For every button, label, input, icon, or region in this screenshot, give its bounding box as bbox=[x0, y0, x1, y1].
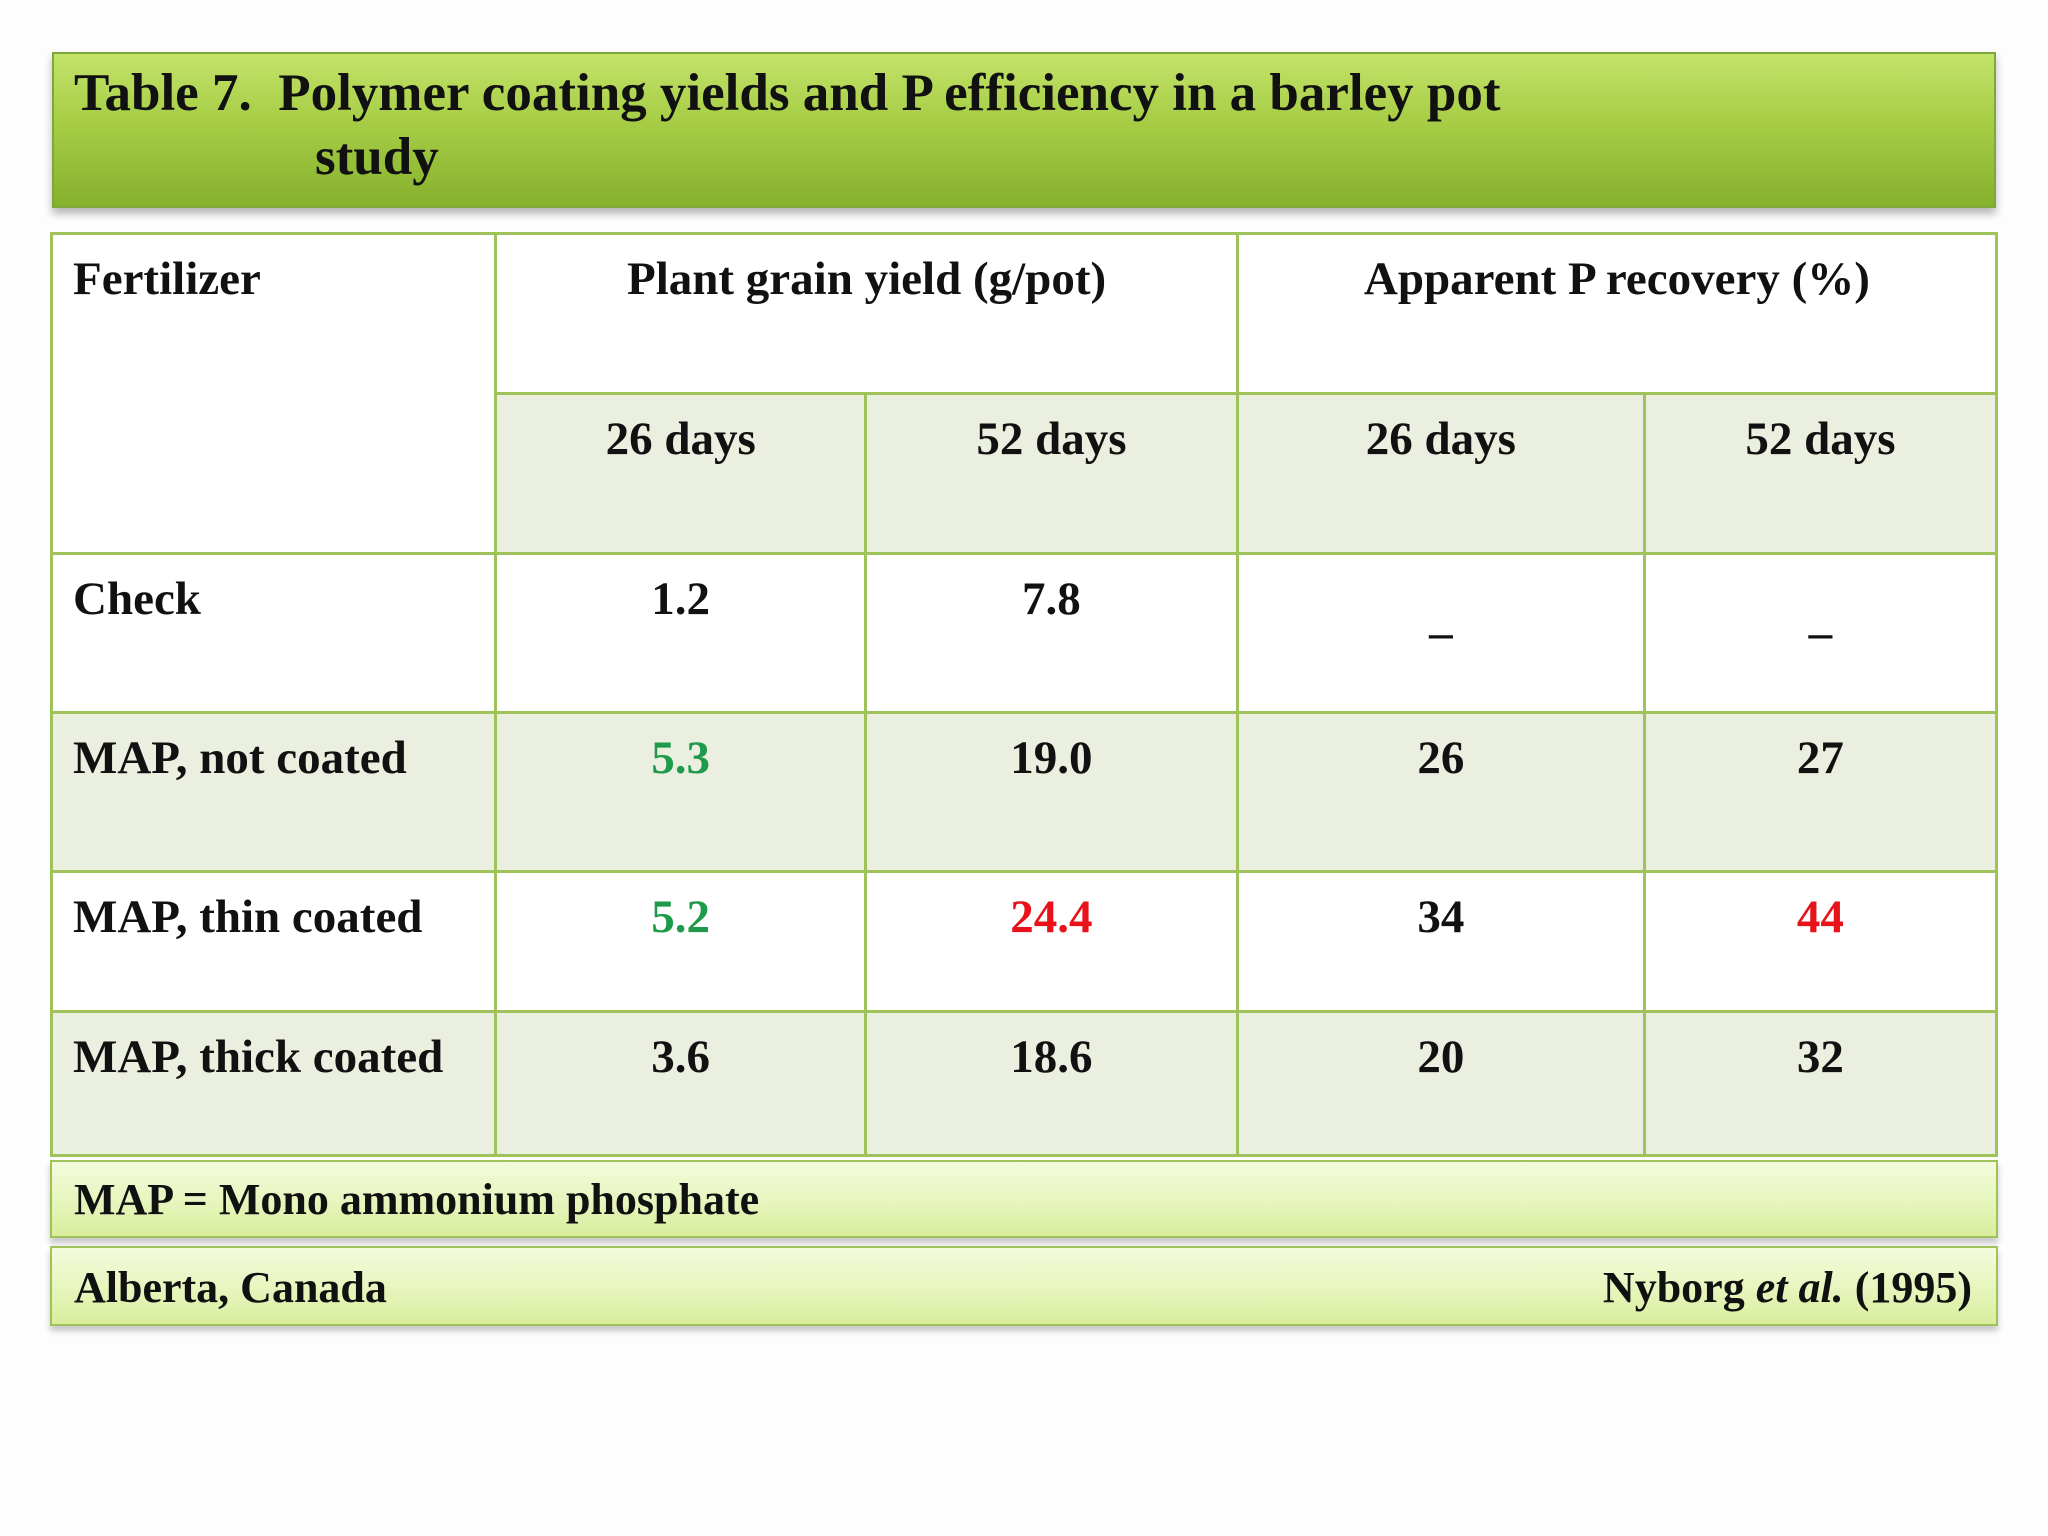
results-table: Fertilizer Plant grain yield (g/pot) App… bbox=[49, 232, 1999, 1157]
cell-thin-recovery-52: 44 bbox=[1642, 870, 1999, 1013]
cell-thin-yield-52: 24.4 bbox=[864, 870, 1239, 1013]
table-row-map-not-coated: MAP, not coated 5.3 19.0 26 27 bbox=[49, 711, 1999, 873]
location-label: Alberta, Canada bbox=[74, 1263, 387, 1312]
cell-check-recovery-26: _ bbox=[1235, 552, 1646, 714]
header-fertilizer: Fertilizer bbox=[49, 232, 498, 555]
cell-not-coated-recovery-52: 27 bbox=[1642, 711, 1999, 873]
source-footer: Alberta, Canada Nyborg et al. (1995) bbox=[50, 1246, 1998, 1326]
abbreviation-note: MAP = Mono ammonium phosphate bbox=[50, 1160, 1998, 1238]
subheader-yield-26-days: 26 days bbox=[494, 392, 868, 555]
cell-check-yield-26: 1.2 bbox=[494, 552, 868, 714]
row-label-map-thin-coated: MAP, thin coated bbox=[49, 870, 498, 1013]
row-label-map-not-coated: MAP, not coated bbox=[49, 711, 498, 873]
header-p-recovery: Apparent P recovery (%) bbox=[1235, 232, 1999, 395]
cell-thick-recovery-26: 20 bbox=[1235, 1010, 1646, 1157]
subheader-recovery-26-days: 26 days bbox=[1235, 392, 1646, 555]
table-title-continued: study bbox=[315, 128, 439, 186]
row-label-check: Check bbox=[49, 552, 498, 714]
table-title: Table 7. Polymer coating yields and P ef… bbox=[74, 64, 1501, 122]
map-definition: MAP = Mono ammonium phosphate bbox=[74, 1175, 760, 1224]
citation-year: (1995) bbox=[1843, 1263, 1972, 1312]
cell-not-coated-yield-26: 5.3 bbox=[494, 711, 868, 873]
cell-not-coated-yield-52: 19.0 bbox=[864, 711, 1239, 873]
cell-check-recovery-52: _ bbox=[1642, 552, 1999, 714]
subheader-yield-52-days: 52 days bbox=[864, 392, 1239, 555]
cell-thick-yield-52: 18.6 bbox=[864, 1010, 1239, 1157]
header-row: Fertilizer Plant grain yield (g/pot) App… bbox=[49, 232, 1999, 555]
table-row-check: Check 1.2 7.8 _ _ bbox=[49, 552, 1999, 714]
header-grain-yield: Plant grain yield (g/pot) bbox=[494, 232, 1239, 395]
cell-thick-yield-26: 3.6 bbox=[494, 1010, 868, 1157]
title-bar: Table 7. Polymer coating yields and P ef… bbox=[52, 52, 1996, 208]
citation: Nyborg et al. (1995) bbox=[1603, 1262, 1972, 1313]
cell-check-yield-52: 7.8 bbox=[864, 552, 1239, 714]
table-row-map-thick-coated: MAP, thick coated 3.6 18.6 20 32 bbox=[49, 1010, 1999, 1157]
cell-thin-recovery-26: 34 bbox=[1235, 870, 1646, 1013]
dash-placeholder: _ bbox=[1808, 591, 1833, 643]
cell-not-coated-recovery-26: 26 bbox=[1235, 711, 1646, 873]
row-label-map-thick-coated: MAP, thick coated bbox=[49, 1010, 498, 1157]
citation-et-al: et al. bbox=[1755, 1263, 1844, 1312]
table-row-map-thin-coated: MAP, thin coated 5.2 24.4 34 44 bbox=[49, 870, 1999, 1013]
dash-placeholder: _ bbox=[1429, 591, 1453, 643]
cell-thin-yield-26: 5.2 bbox=[494, 870, 868, 1013]
subheader-recovery-52-days: 52 days bbox=[1642, 392, 1999, 555]
citation-author: Nyborg bbox=[1602, 1263, 1756, 1312]
subheader-row: 26 days 52 days 26 days 52 days bbox=[52, 392, 1999, 555]
cell-thick-recovery-52: 32 bbox=[1642, 1010, 1999, 1157]
